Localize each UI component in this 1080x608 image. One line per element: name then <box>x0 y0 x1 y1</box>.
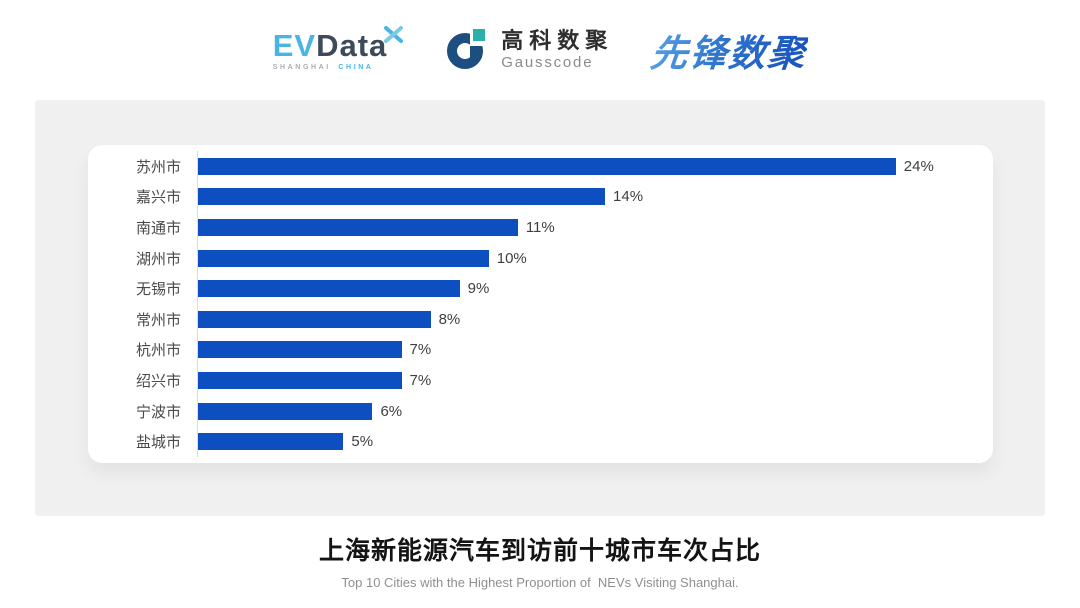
gausscode-logo: 高科数聚 Gausscode <box>445 24 614 76</box>
chart-row: 杭州市 7% <box>88 334 983 366</box>
bar <box>198 249 489 267</box>
category-label: 宁波市 <box>135 403 181 421</box>
bar <box>198 433 344 451</box>
chart-panel: 苏州市 24% 嘉兴市 14% 南通市 11% 湖州市 10% 无锡市 9% 常州市 8% 杭州市 7% 绍… <box>35 100 1045 516</box>
category-label: 绍兴市 <box>135 372 181 390</box>
value-label: 24% <box>903 157 934 175</box>
chart-title: 上海新能源汽车到访前十城市车次占比 <box>318 537 761 565</box>
chart-row: 盐城市 5% <box>88 426 983 457</box>
value-label: 9% <box>467 280 490 298</box>
evdata-subtitle: SHANGHAI CHINA <box>273 64 388 71</box>
chart-row: 常州市 8% <box>88 303 983 335</box>
bar-area: 9% <box>197 273 983 304</box>
category-label: 无锡市 <box>135 281 181 299</box>
xianfeng-logo: 先锋数聚 <box>648 23 810 77</box>
chart-row: 无锡市 9% <box>88 273 983 304</box>
chart-row: 南通市 11% <box>88 212 983 243</box>
bar-area: 5% <box>197 426 983 457</box>
category-label: 常州市 <box>135 311 181 329</box>
evdata-sub-shanghai: SHANGHAI <box>272 63 331 71</box>
category-label: 南通市 <box>135 219 181 237</box>
bar <box>198 188 606 206</box>
chart-row: 苏州市 24% <box>88 151 983 182</box>
category-label: 盐城市 <box>135 434 181 452</box>
bar <box>198 157 896 175</box>
evdata-wordmark: EVData <box>273 30 388 61</box>
category-label: 苏州市 <box>135 158 181 176</box>
value-label: 5% <box>351 433 374 451</box>
value-label: 11% <box>525 218 555 236</box>
evdata-data-text: Data <box>316 27 388 63</box>
category-label: 杭州市 <box>135 342 181 360</box>
gausscode-en-name: Gausscode <box>501 53 594 71</box>
evdata-sub-china: CHINA <box>338 63 374 71</box>
evdata-x-icon <box>383 24 405 51</box>
bar-area: 24% <box>197 151 983 182</box>
chart-card: 苏州市 24% 嘉兴市 14% 南通市 11% 湖州市 10% 无锡市 9% 常州市 8% 杭州市 7% 绍… <box>88 145 993 463</box>
caption: 上海新能源汽车到访前十城市车次占比 Top 10 Cities with the… <box>0 531 1080 590</box>
bar-area: 6% <box>197 395 983 427</box>
bar-chart: 苏州市 24% 嘉兴市 14% 南通市 11% 湖州市 10% 无锡市 9% 常州市 8% 杭州市 7% 绍… <box>88 151 983 457</box>
gausscode-text: 高科数聚 Gausscode <box>501 28 614 71</box>
bar <box>198 402 373 420</box>
bar <box>198 341 402 359</box>
chart-row: 嘉兴市 14% <box>88 181 983 213</box>
value-label: 7% <box>409 371 432 389</box>
bar <box>198 371 402 389</box>
bar-area: 11% <box>197 212 983 243</box>
bar <box>198 280 460 298</box>
bar-area: 7% <box>197 365 983 396</box>
value-label: 6% <box>380 402 403 420</box>
evdata-ev-text: EV <box>272 27 317 63</box>
bar-area: 7% <box>197 334 983 366</box>
value-label: 10% <box>496 249 527 267</box>
evdata-logo: EVData SHANGHAI CHINA <box>273 25 408 71</box>
bar <box>198 310 431 328</box>
value-label: 8% <box>438 310 461 328</box>
bar-area: 10% <box>197 242 983 274</box>
chart-row: 宁波市 6% <box>88 395 983 427</box>
chart-row: 绍兴市 7% <box>88 365 983 396</box>
chart-subtitle: Top 10 Cities with the Highest Proportio… <box>341 575 739 590</box>
value-label: 7% <box>409 341 432 359</box>
bar-area: 8% <box>197 303 983 335</box>
bar-area: 14% <box>197 181 983 213</box>
gausscode-g-icon <box>445 24 492 76</box>
bar <box>198 218 518 236</box>
category-label: 湖州市 <box>135 250 181 268</box>
header: EVData SHANGHAI CHINA <box>0 0 1080 100</box>
gausscode-cn-name: 高科数聚 <box>501 28 614 54</box>
chart-row: 湖州市 10% <box>88 242 983 274</box>
value-label: 14% <box>613 188 644 206</box>
category-label: 嘉兴市 <box>135 189 181 207</box>
